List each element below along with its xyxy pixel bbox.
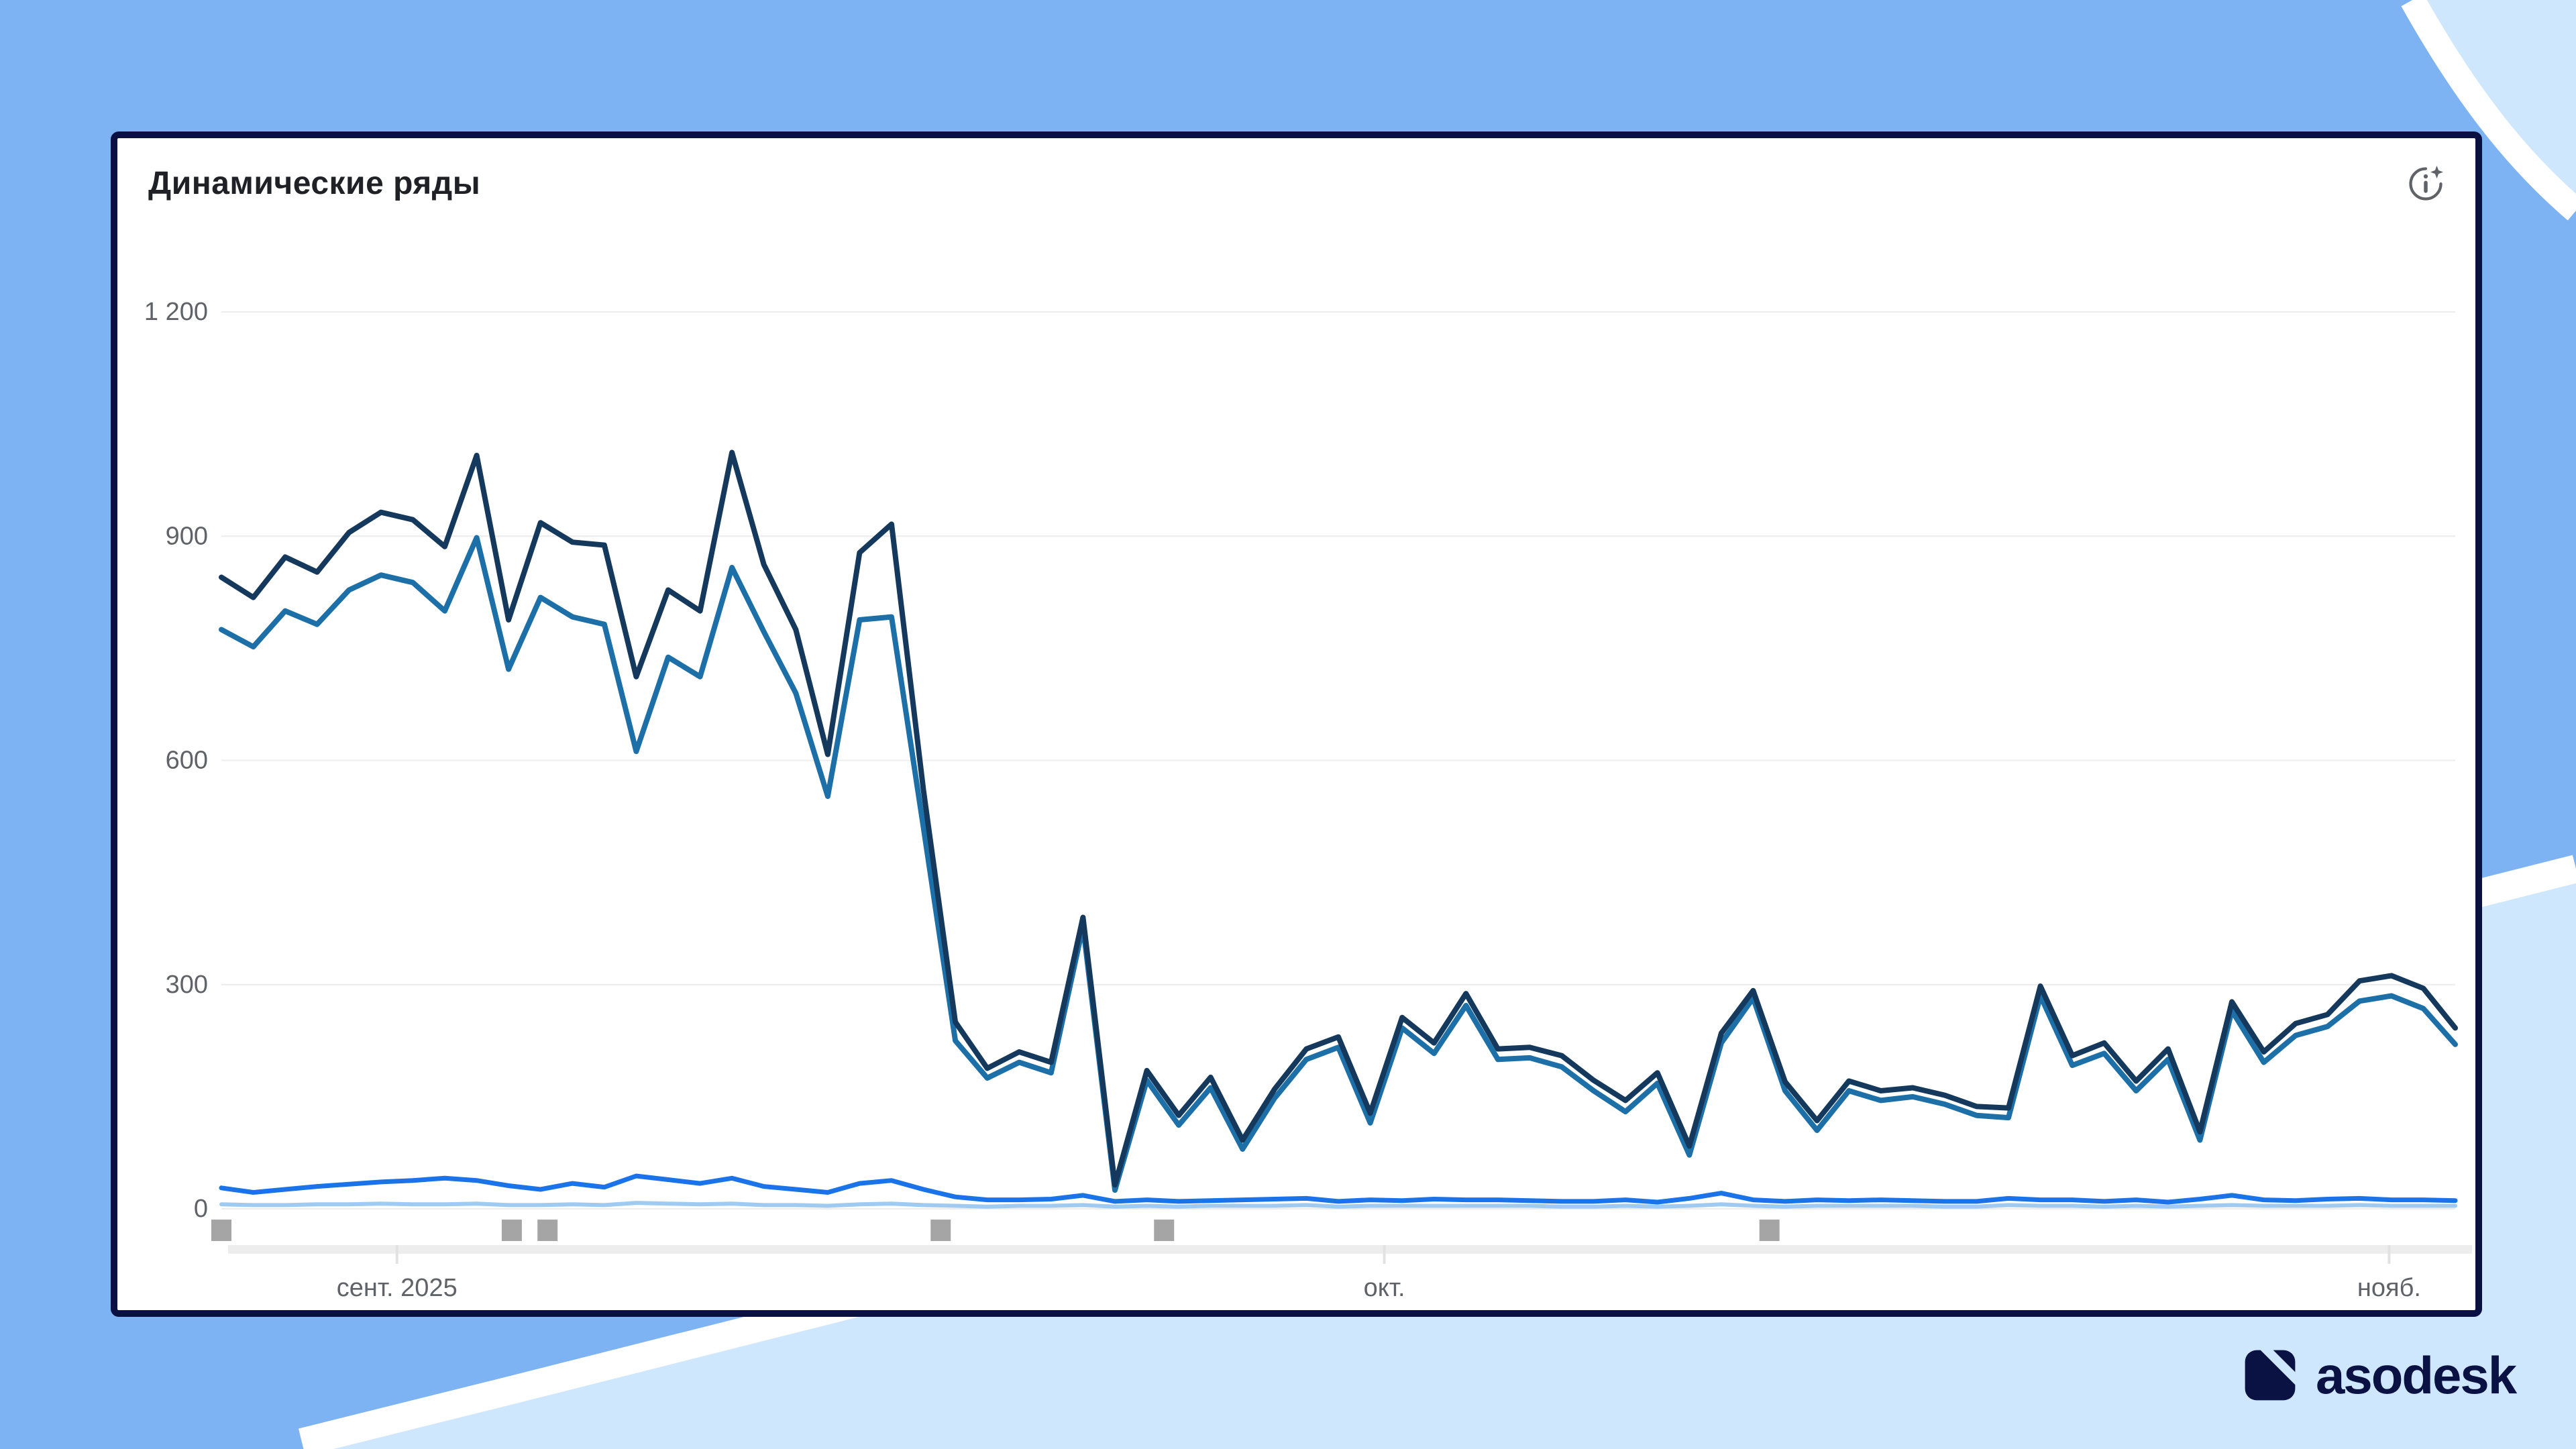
top-right-swoosh-fill: [2425, 0, 2576, 205]
event-marker-square[interactable]: [211, 1220, 231, 1241]
event-marker-square[interactable]: [501, 1220, 522, 1241]
y-axis-tick-label: 900: [166, 522, 208, 550]
asodesk-logo: asodesk: [2239, 1343, 2517, 1407]
x-axis-tick-label: сент. 2025: [337, 1274, 458, 1302]
top-right-swoosh-white-band: [2401, 0, 2576, 221]
series-3-bright-blue[interactable]: [219, 1173, 2458, 1205]
x-axis-tick: [2387, 1245, 2391, 1264]
timeline-track[interactable]: [228, 1245, 2472, 1254]
y-axis-tick-label: 1 200: [144, 298, 208, 326]
chart-card: 1 200 900 600 300 0 сент. 2025 окт. нояб. Динам…: [111, 131, 2482, 1317]
time-series-chart[interactable]: 1 200 900 600 300 0 сент. 2025 окт. нояб.: [117, 138, 2475, 1310]
event-marker-square[interactable]: [537, 1220, 558, 1241]
x-axis-tick: [1383, 1245, 1386, 1264]
ai-info-sparkle-icon[interactable]: [2406, 164, 2446, 204]
y-axis-tick-label: 0: [194, 1195, 208, 1223]
event-marker-square[interactable]: [1154, 1220, 1175, 1241]
asodesk-logo-mark: [2245, 1344, 2301, 1401]
page-title: Динамические ряды: [148, 166, 481, 201]
x-axis-tick-label: окт.: [1364, 1274, 1405, 1302]
series-2-steel-blue[interactable]: [219, 535, 2458, 1193]
event-marker-square[interactable]: [930, 1220, 951, 1241]
x-axis-tick-label: нояб.: [2357, 1274, 2421, 1302]
y-axis-tick-label: 300: [166, 971, 208, 999]
event-marker-square[interactable]: [1759, 1220, 1780, 1241]
series-4-pale-blue[interactable]: [219, 1201, 2457, 1209]
series-1-dark-navy[interactable]: [219, 449, 2458, 1188]
asodesk-logo-text: asodesk: [2316, 1346, 2517, 1405]
x-axis-tick: [395, 1245, 398, 1264]
y-axis-tick-label: 600: [166, 747, 208, 775]
